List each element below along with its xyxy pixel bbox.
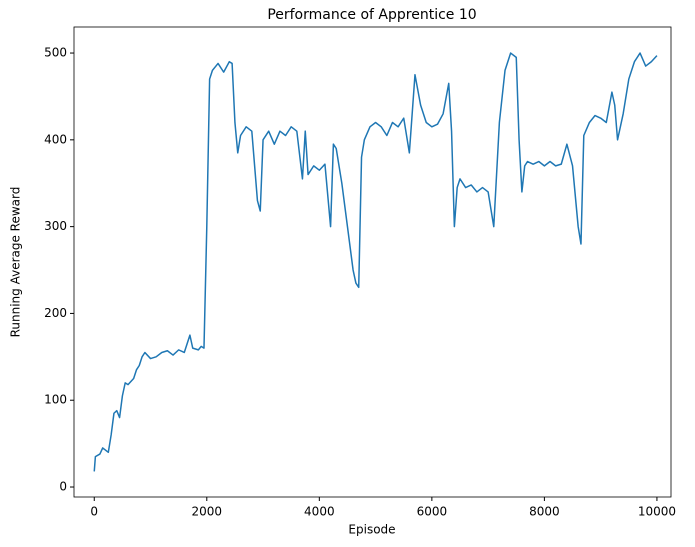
y-tick-label: 500 bbox=[44, 46, 67, 60]
x-tick-label: 4000 bbox=[304, 505, 335, 519]
y-tick-label: 0 bbox=[59, 480, 67, 494]
y-tick-label: 300 bbox=[44, 219, 67, 233]
x-tick-label: 8000 bbox=[529, 505, 560, 519]
y-tick-label: 200 bbox=[44, 306, 67, 320]
x-tick-label: 0 bbox=[90, 505, 98, 519]
x-tick-label: 2000 bbox=[192, 505, 223, 519]
x-tick-label: 6000 bbox=[417, 505, 448, 519]
x-tick-label: 10000 bbox=[638, 505, 676, 519]
x-axis-label: Episode bbox=[348, 523, 395, 537]
plot-frame bbox=[73, 26, 672, 498]
chart-title: Performance of Apprentice 10 bbox=[267, 7, 476, 23]
data-line bbox=[93, 52, 658, 472]
y-axis-label: Running Average Reward bbox=[9, 187, 23, 338]
y-tick-label: 100 bbox=[44, 393, 67, 407]
y-tick-label: 400 bbox=[44, 132, 67, 146]
